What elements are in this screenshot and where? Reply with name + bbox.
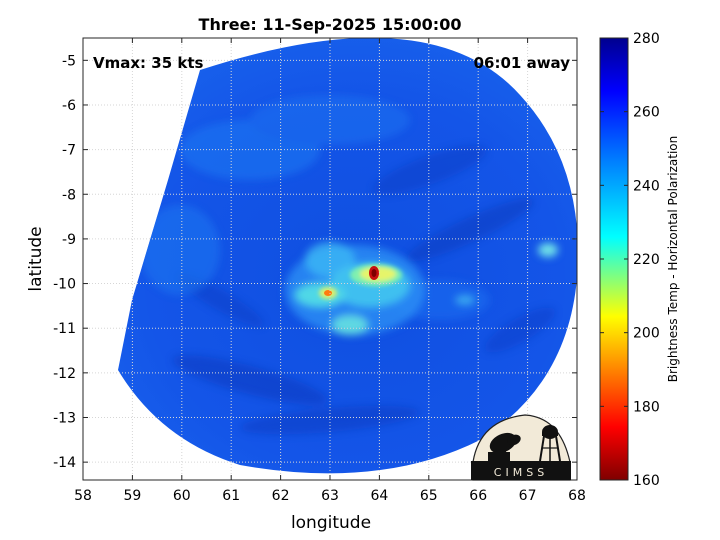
y-tick-label: -12	[53, 366, 76, 382]
x-tick-label: 67	[519, 488, 537, 504]
y-tick-label: -11	[53, 321, 76, 337]
y-tick-label: -13	[53, 410, 76, 426]
y-axis-label: latitude	[26, 226, 46, 291]
colorbar-tick-label: 280	[633, 31, 660, 47]
x-tick-label: 65	[420, 488, 438, 504]
y-tick-label: -10	[53, 277, 76, 293]
x-axis-label: longitude	[291, 513, 371, 533]
chart-title: Three: 11-Sep-2025 15:00:00	[199, 15, 462, 34]
colorbar-tick-label: 260	[633, 105, 660, 121]
y-axis: -5 -6 -7 -8 -9 -10 -11 -12 -13 -14	[53, 53, 577, 471]
colorbar-tick-label: 240	[633, 178, 660, 194]
x-tick-label: 66	[469, 488, 487, 504]
y-tick-label: -9	[62, 232, 76, 248]
colorbar-ticks: 280 260 240 220 200 180 160	[600, 31, 660, 489]
time-away-annotation: 06:01 away	[474, 54, 571, 72]
cimss-logo: CIMSS	[471, 414, 571, 481]
colorbar-label: Brightness Temp - Horizontal Polarizatio…	[666, 136, 680, 383]
secondary-core	[324, 290, 332, 296]
vmax-annotation: Vmax: 35 kts	[93, 54, 203, 72]
y-tick-label: -5	[62, 53, 76, 69]
colorbar	[599, 37, 629, 481]
colorbar-tick-label: 180	[633, 399, 660, 415]
x-tick-label: 63	[321, 488, 339, 504]
y-tick-label: -6	[62, 98, 76, 114]
y-tick-label: -14	[53, 455, 76, 471]
colorbar-tick-label: 200	[633, 326, 660, 342]
x-tick-label: 59	[123, 488, 141, 504]
colorbar-tick-label: 220	[633, 252, 660, 268]
cimss-logo-text: CIMSS	[494, 466, 548, 479]
x-tick-label: 58	[74, 488, 92, 504]
x-tick-label: 60	[173, 488, 191, 504]
x-axis: 58 59 60 61 62 63 64 65 66 67 68	[74, 38, 586, 504]
x-tick-label: 68	[568, 488, 586, 504]
y-tick-label: -8	[62, 187, 76, 203]
x-tick-label: 62	[272, 488, 290, 504]
x-tick-label: 64	[370, 488, 388, 504]
colorbar-tick-label: 160	[633, 473, 660, 489]
y-tick-label: -7	[62, 143, 76, 159]
x-tick-label: 61	[222, 488, 240, 504]
